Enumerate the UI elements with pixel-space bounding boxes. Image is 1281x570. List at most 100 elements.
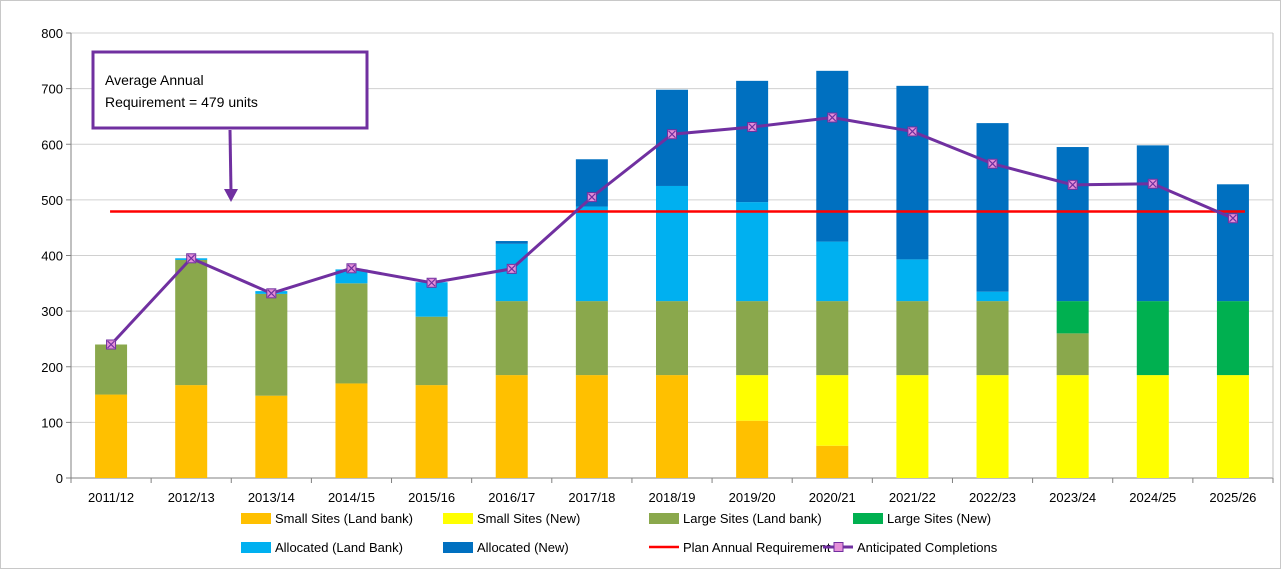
bar-segment: [816, 375, 849, 446]
x-tick-label: 2024/25: [1129, 490, 1176, 505]
bar-segment: [976, 123, 1009, 292]
bar-segment: [1216, 301, 1249, 376]
completions-marker-cross: [748, 123, 757, 131]
bar-segment: [1136, 301, 1169, 376]
bar-segment: [175, 385, 208, 478]
x-tick-label: 2011/12: [88, 490, 134, 505]
bar-segment: [976, 291, 1009, 302]
legend: Small Sites (Land bank) Small Sites (New)…: [241, 511, 998, 555]
x-tick-label: 2015/16: [408, 490, 455, 505]
completions-marker-cross: [988, 159, 997, 168]
y-tick-label: 700: [41, 82, 63, 97]
bar-segment: [976, 301, 1009, 376]
bar-segment: [175, 259, 208, 386]
bar-segment: [736, 375, 769, 421]
x-tick-label: 2023/24: [1049, 490, 1096, 505]
completions-marker-cross: [1229, 214, 1237, 223]
x-tick-label: 2020/21: [809, 490, 856, 505]
completions-marker-cross: [587, 193, 596, 202]
callout-box: [91, 50, 369, 130]
bar-segment: [1056, 147, 1089, 302]
x-tick-label: 2025/26: [1209, 490, 1256, 505]
completions-marker-cross: [267, 289, 276, 298]
completions-marker-cross: [107, 340, 115, 349]
bar-segment: [896, 85, 929, 260]
bar-segment: [415, 282, 448, 317]
bar-segment: [816, 301, 849, 376]
lines: [106, 112, 1245, 350]
bar-segment: [736, 202, 769, 302]
bar-segment: [896, 301, 929, 376]
bar-segment: [1136, 375, 1169, 478]
x-tick-label: 2013/14: [248, 490, 295, 505]
legend-swatch: [649, 513, 679, 524]
completions-marker-cross: [187, 254, 196, 263]
bar-segment: [335, 383, 368, 478]
bar-segment: [255, 293, 288, 396]
completions-marker-cross: [427, 278, 436, 287]
legend-label: Small Sites (Land bank): [275, 511, 413, 526]
completions-marker-cross: [507, 264, 516, 273]
bar-segment: [736, 420, 769, 478]
x-tick-label: 2022/23: [969, 490, 1016, 505]
bar-segment: [255, 395, 288, 478]
legend-label: Small Sites (New): [477, 511, 580, 526]
legend-label: Plan Annual Requirement: [683, 540, 831, 555]
bar-segment: [816, 241, 849, 302]
bar-segment: [575, 301, 608, 376]
callout-line-1: Average Annual: [105, 72, 204, 88]
legend-label: Anticipated Completions: [857, 540, 998, 555]
x-tick-label: 2014/15: [328, 490, 375, 505]
y-tick-label: 600: [41, 137, 63, 152]
x-tick-label: 2017/18: [568, 490, 615, 505]
x-tick-label: 2021/22: [889, 490, 936, 505]
legend-label: Large Sites (Land bank): [683, 511, 822, 526]
bar-segment: [736, 301, 769, 376]
legend-swatch: [443, 513, 473, 524]
x-tick-label: 2019/20: [729, 490, 776, 505]
legend-marker: [833, 542, 844, 552]
bars: [95, 70, 1249, 478]
bar-segment: [896, 259, 929, 302]
bar-segment: [1216, 375, 1249, 478]
legend-swatch: [443, 542, 473, 553]
bar-segment: [1216, 184, 1249, 302]
annotation-callout: Average Annual Requirement = 479 units: [91, 50, 369, 202]
bar-segment: [415, 316, 448, 386]
bar-segment: [816, 445, 849, 478]
bar-segment: [896, 375, 929, 478]
bar-segment: [95, 394, 128, 478]
bar-segment: [495, 301, 528, 376]
completions-marker-cross: [668, 130, 676, 139]
legend-swatch: [241, 513, 271, 524]
legend-label: Allocated (New): [477, 540, 569, 555]
bar-segment: [335, 269, 368, 284]
legend-label: Large Sites (New): [887, 511, 991, 526]
x-tick-label: 2012/13: [168, 490, 215, 505]
bar-segment: [976, 375, 1009, 478]
y-tick-label: 500: [41, 193, 63, 208]
bar-segment: [335, 283, 368, 384]
bar-segment: [1056, 375, 1089, 478]
completions-marker-cross: [1068, 180, 1077, 189]
bar-segment: [495, 375, 528, 478]
callout-line-2: Requirement = 479 units: [105, 94, 258, 110]
y-tick-label: 800: [41, 26, 63, 41]
y-tick-label: 200: [41, 360, 63, 375]
completions-marker-cross: [908, 127, 917, 136]
completions-marker-cross: [828, 113, 837, 122]
bar-segment: [816, 70, 849, 242]
callout-arrow-shaft: [228, 129, 233, 193]
completions-marker-cross: [1148, 179, 1157, 188]
y-tick-label: 0: [56, 471, 63, 486]
bar-segment: [736, 80, 769, 203]
bar-segment: [1056, 301, 1089, 334]
y-tick-label: 400: [41, 249, 63, 264]
bar-segment: [1136, 145, 1169, 302]
legend-label: Allocated (Land Bank): [275, 540, 403, 555]
legend-swatch: [241, 542, 271, 553]
bar-segment: [575, 206, 608, 302]
y-tick-label: 300: [41, 304, 63, 319]
